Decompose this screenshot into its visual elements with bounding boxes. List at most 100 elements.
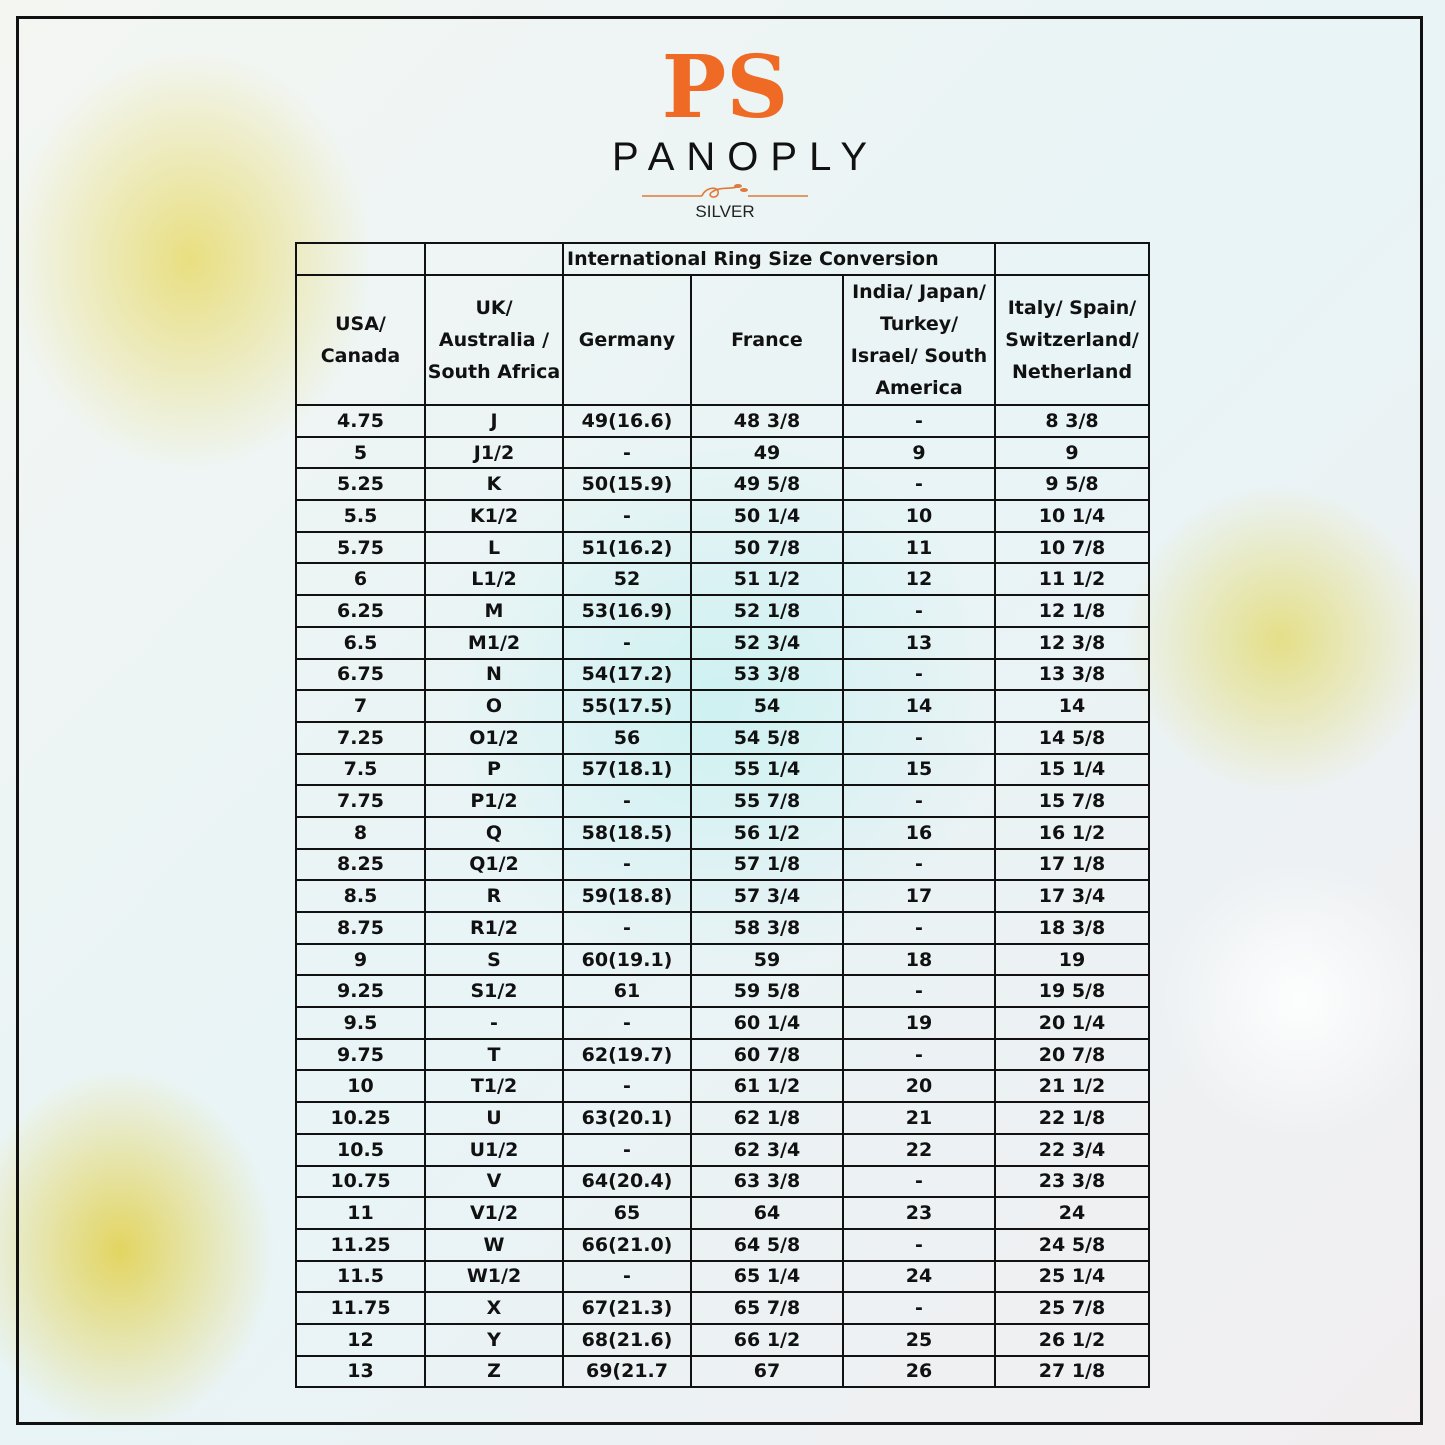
table-cell: - [562, 847, 692, 882]
table-cell: X [424, 1291, 564, 1325]
table-cell: 8 [295, 815, 426, 850]
table-row: 5 J1/2-49 9 9 [295, 435, 1150, 470]
table-cell: 18 3/8 [994, 911, 1150, 945]
table-cell: 52 3/4 [690, 625, 844, 660]
table-cell: 68(21.6) [562, 1322, 692, 1357]
table-cell: L1/2 [424, 562, 564, 597]
blank-cell [424, 242, 564, 276]
table-cell: 65 1/4 [690, 1259, 844, 1294]
table-cell: 6 [295, 562, 426, 597]
table-cell: 20 1/4 [994, 1006, 1150, 1040]
table-cell: 19 [994, 942, 1150, 977]
table-cell: 57(18.1) [562, 752, 692, 787]
table-cell: N [424, 657, 564, 692]
table-cell: 65 [562, 1196, 692, 1230]
table-cell: W [424, 1227, 564, 1262]
table-cell: 27 1/8 [994, 1354, 1150, 1389]
table-cell: 11 1/2 [994, 562, 1150, 597]
table-cell: Q1/2 [424, 847, 564, 882]
table-cell: 14 [842, 689, 996, 723]
blank-cell [994, 242, 1150, 276]
table-cell: 52 1/8 [690, 594, 844, 628]
table-row: 7.5 P 57(18.1) 55 1/4 15 15 1/4 [295, 752, 1150, 787]
table-row: 7.25 O1/2 56 54 5/8-14 5/8 [295, 720, 1150, 755]
table-cell: 64 5/8 [690, 1227, 844, 1262]
table-cell: 51(16.2) [562, 530, 692, 565]
table-cell: 10 7/8 [994, 530, 1150, 565]
title-row: International Ring Size Conversion [295, 242, 1150, 276]
table-cell: 65 7/8 [690, 1291, 844, 1325]
table-cell: 53(16.9) [562, 594, 692, 628]
table-cell: - [562, 911, 692, 945]
table-cell: 11.75 [295, 1291, 426, 1325]
table-cell: P1/2 [424, 784, 564, 818]
table-cell: V1/2 [424, 1196, 564, 1230]
table-cell: 8.25 [295, 847, 426, 882]
table-cell: 8 3/8 [994, 404, 1150, 438]
table-cell: 26 [842, 1354, 996, 1389]
table-cell: - [562, 1132, 692, 1167]
table-cell: 19 5/8 [994, 974, 1150, 1009]
table-cell: W1/2 [424, 1259, 564, 1294]
table-cell: 10 [295, 1069, 426, 1104]
table-cell: - [842, 911, 996, 945]
table-cell: K1/2 [424, 499, 564, 533]
table-cell: 22 [842, 1132, 996, 1167]
table-cell: 4.75 [295, 404, 426, 438]
table-cell: 14 [994, 689, 1150, 723]
table-cell: - [842, 784, 996, 818]
table-cell: M1/2 [424, 625, 564, 660]
table-row: 10.5 U1/2-62 3/4 22 22 3/4 [295, 1132, 1150, 1167]
table-row: 5.25 K 50(15.9) 49 5/8-9 5/8 [295, 467, 1150, 502]
table-cell: 55(17.5) [562, 689, 692, 723]
table-cell: 50 7/8 [690, 530, 844, 565]
table-row: 8 Q 58(18.5) 56 1/2 16 16 1/2 [295, 815, 1150, 850]
table-cell: 11.5 [295, 1259, 426, 1294]
table-cell: L [424, 530, 564, 565]
table-cell: 7.5 [295, 752, 426, 787]
table-cell: 66(21.0) [562, 1227, 692, 1262]
table-cell: 24 5/8 [994, 1227, 1150, 1262]
table-cell: 57 1/8 [690, 847, 844, 882]
table-cell: 23 3/8 [994, 1164, 1150, 1199]
table-cell: M [424, 594, 564, 628]
table-cell: - [562, 1069, 692, 1104]
table-cell: 8.75 [295, 911, 426, 945]
table-cell: 19 [842, 1006, 996, 1040]
table-cell: 48 3/8 [690, 404, 844, 438]
table-cell: 9 5/8 [994, 467, 1150, 502]
table-cell: 15 7/8 [994, 784, 1150, 818]
table-cell: 51 1/2 [690, 562, 844, 597]
table-cell: 9 [842, 435, 996, 470]
table-cell: 20 7/8 [994, 1037, 1150, 1072]
table-cell: S [424, 942, 564, 977]
table-row: 4.75 J 49(16.6) 48 3/8-8 3/8 [295, 404, 1150, 438]
table-cell: 15 [842, 752, 996, 787]
table-row: 12 Y 68(21.6) 66 1/2 25 26 1/2 [295, 1322, 1150, 1357]
table-row: 7 O 55(17.5) 54 14 14 [295, 689, 1150, 723]
table-cell: 66 1/2 [690, 1322, 844, 1357]
table-row: 11.5 W1/2-65 1/4 24 25 1/4 [295, 1259, 1150, 1294]
table-cell: 52 [562, 562, 692, 597]
table-cell: 61 1/2 [690, 1069, 844, 1104]
table-row: 6.25 M 53(16.9) 52 1/8-12 1/8 [295, 594, 1150, 628]
table-row: 9 S 60(19.1) 59 18 19 [295, 942, 1150, 977]
table-cell: O [424, 689, 564, 723]
table-cell: 61 [562, 974, 692, 1009]
table-cell: R1/2 [424, 911, 564, 945]
ring-size-table: International Ring Size Conversion USA/ … [295, 242, 1150, 1389]
table-row: 10.75 V 64(20.4) 63 3/8-23 3/8 [295, 1164, 1150, 1199]
table-cell: S1/2 [424, 974, 564, 1009]
table-cell: 5.75 [295, 530, 426, 565]
table-cell: 55 1/4 [690, 752, 844, 787]
table-cell: 9.5 [295, 1006, 426, 1040]
table-cell: 54 [690, 689, 844, 723]
header-italy: Italy/ Spain/ Switzerland/ Netherland [994, 274, 1150, 406]
table-row: 6.75 N 54(17.2) 53 3/8-13 3/8 [295, 657, 1150, 692]
table-cell: - [562, 784, 692, 818]
table-cell: 50 1/4 [690, 499, 844, 533]
table-cell: - [842, 467, 996, 502]
table-cell: Z [424, 1354, 564, 1389]
table-title: International Ring Size Conversion [562, 242, 996, 276]
table-cell: 67 [690, 1354, 844, 1389]
